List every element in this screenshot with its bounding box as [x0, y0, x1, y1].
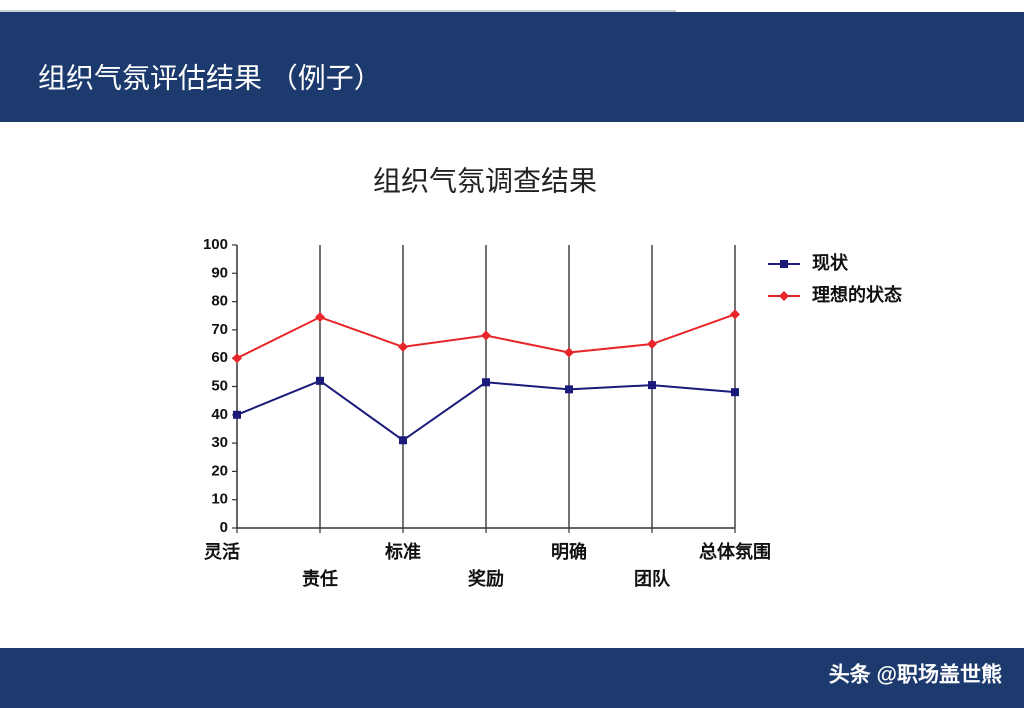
legend-label: 现状	[812, 252, 849, 273]
y-tick-label: 20	[211, 462, 228, 479]
y-tick-label: 40	[211, 406, 228, 423]
legend-label: 理想的状态	[812, 284, 902, 305]
x-tick-label: 奖励	[468, 568, 504, 589]
header-band	[0, 12, 1024, 122]
x-tick-label: 灵活	[204, 541, 240, 562]
point	[482, 378, 490, 387]
y-tick-label: 50	[211, 377, 228, 394]
point	[316, 376, 324, 385]
point	[399, 436, 407, 445]
y-tick-label: 30	[211, 434, 228, 451]
x-tick-label: 标准	[384, 541, 421, 562]
point	[233, 410, 241, 419]
y-tick-label: 90	[211, 264, 228, 281]
footer-band	[0, 648, 1024, 708]
point	[232, 353, 242, 364]
point	[730, 309, 740, 320]
watermark: 头条 @职场盖世熊	[829, 663, 1002, 687]
x-tick-label: 总体氛围	[699, 541, 771, 562]
y-tick-label: 80	[211, 293, 228, 310]
header-title: 组织气氛评估结果 （例子）	[38, 62, 382, 93]
y-tick-label: 70	[211, 321, 228, 338]
x-tick-label: 责任	[302, 568, 338, 589]
point	[779, 291, 789, 301]
point	[565, 385, 573, 394]
point	[564, 347, 574, 358]
y-tick-label: 60	[211, 349, 228, 366]
x-tick-label: 团队	[634, 568, 671, 589]
y-tick-label: 10	[211, 491, 228, 508]
y-tick-label: 0	[220, 519, 228, 536]
y-tick-label: 100	[203, 236, 228, 253]
point	[647, 339, 657, 350]
point	[398, 341, 408, 352]
point	[648, 381, 656, 390]
point	[481, 330, 491, 341]
point	[315, 312, 325, 323]
point	[731, 388, 739, 397]
x-tick-label: 明确	[551, 541, 587, 562]
point	[780, 260, 788, 268]
header-rule	[0, 10, 676, 12]
chart-title: 组织气氛调查结果	[373, 165, 597, 196]
